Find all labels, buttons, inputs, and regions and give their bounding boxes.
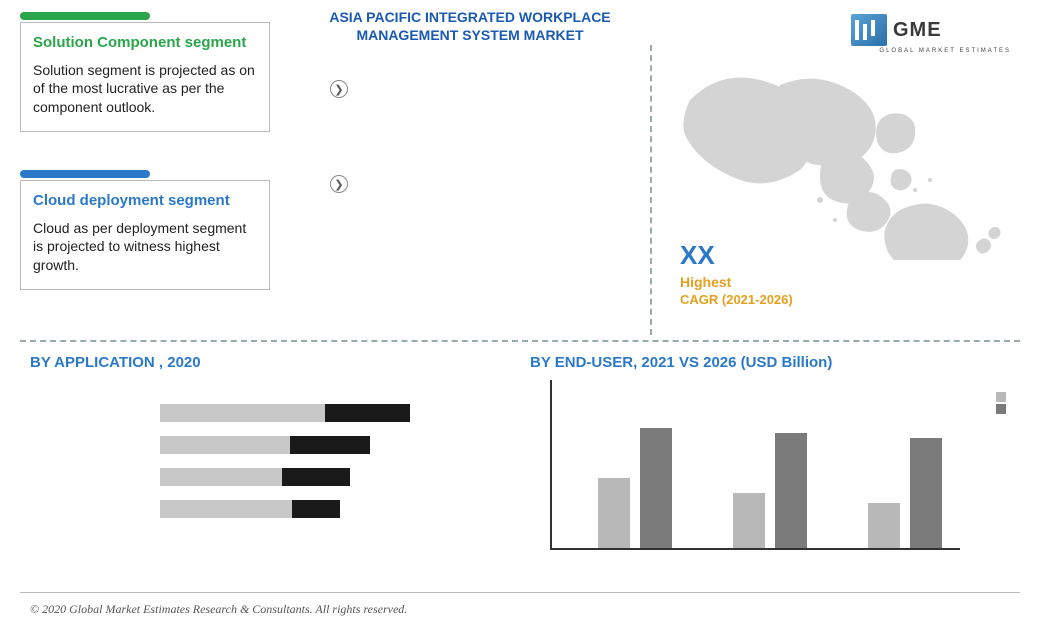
column-2026	[775, 433, 807, 548]
x-axis	[550, 548, 960, 550]
column-2026	[910, 438, 942, 548]
infographic-root: { "header": { "title": "ASIA PACIFIC INT…	[0, 0, 1041, 631]
hbar-row	[160, 404, 410, 422]
column-2021	[598, 478, 630, 548]
bullet-2: ❯	[330, 175, 358, 193]
highlight-body-cloud: Cloud as per deployment segment is proje…	[33, 219, 257, 276]
brand-logo-icon	[851, 14, 887, 46]
highlight-box-solution: Solution Component segment Solution segm…	[20, 22, 270, 132]
hbar-dark-segment	[292, 500, 340, 518]
column-2026	[640, 428, 672, 548]
brand-logo-subtext: GLOBAL MARKET ESTIMATES	[879, 48, 1011, 54]
page-title: ASIA PACIFIC INTEGRATED WORKPLACE MANAGE…	[300, 8, 640, 44]
legend-swatch-icon	[996, 404, 1006, 414]
y-axis	[550, 380, 552, 550]
legend-item-2026	[996, 404, 1010, 414]
vertical-divider	[650, 45, 652, 335]
highlight-title-cloud: Cloud deployment segment	[33, 191, 257, 211]
metric-cagr-label: CAGR (2021-2026)	[680, 292, 793, 307]
hbar-dark-segment	[290, 436, 370, 454]
asia-pacific-map	[680, 60, 1010, 260]
box-accent-solution	[20, 12, 150, 20]
chevron-right-icon: ❯	[330, 80, 348, 98]
brand-logo: GME	[851, 10, 1011, 50]
hbar-row	[160, 468, 350, 486]
column-group	[725, 433, 815, 548]
highlight-title-solution: Solution Component segment	[33, 33, 257, 53]
copyright-footer: © 2020 Global Market Estimates Research …	[30, 602, 407, 617]
metric-xx: XX	[680, 240, 715, 271]
application-bar-chart	[160, 390, 410, 532]
metric-highest-label: Highest	[680, 274, 731, 290]
hbar-row	[160, 436, 370, 454]
legend-item-2021	[996, 392, 1010, 402]
bullet-1: ❯	[330, 80, 358, 98]
section-by-end-user: BY END-USER, 2021 VS 2026 (USD Billion)	[530, 354, 832, 371]
highlight-body-solution: Solution segment is projected as on of t…	[33, 61, 257, 118]
column-2021	[733, 493, 765, 548]
column-group	[590, 428, 680, 548]
hbar-dark-segment	[325, 404, 410, 422]
hbar-dark-segment	[282, 468, 350, 486]
horizontal-divider	[20, 340, 1020, 342]
chevron-right-icon: ❯	[330, 175, 348, 193]
map-svg	[680, 60, 1010, 260]
highlight-box-cloud: Cloud deployment segment Cloud as per de…	[20, 180, 270, 290]
brand-logo-text: GME	[893, 19, 942, 42]
legend-swatch-icon	[996, 392, 1006, 402]
hbar-row	[160, 500, 340, 518]
section-by-application: BY APPLICATION , 2020	[30, 354, 201, 371]
column-group	[860, 438, 950, 548]
legend	[996, 390, 1010, 416]
end-user-column-chart	[530, 380, 960, 570]
bottom-rule	[20, 592, 1020, 593]
column-2021	[868, 503, 900, 548]
box-accent-cloud	[20, 170, 150, 178]
